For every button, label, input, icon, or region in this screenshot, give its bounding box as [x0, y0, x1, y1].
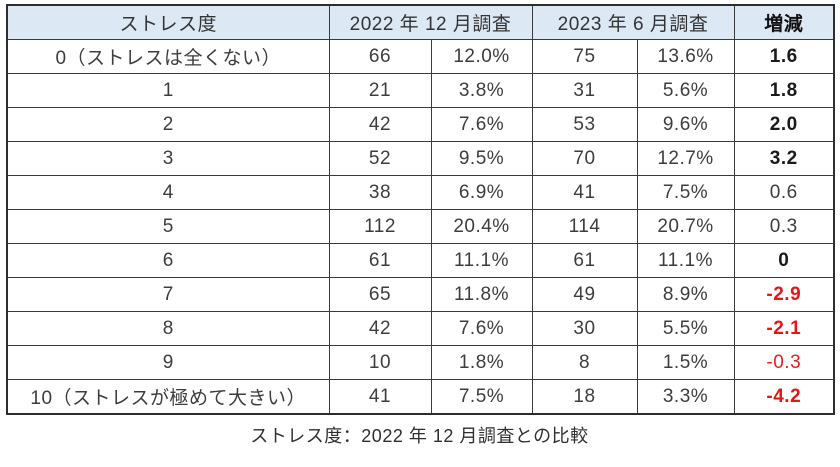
cell-pct-2022: 7.6%: [430, 107, 533, 142]
cell-pct-2022: 9.5%: [430, 141, 533, 176]
table-row: 8 42 7.6% 30 5.5% -2.1: [6, 311, 835, 346]
cell-diff: 0.6: [733, 175, 835, 210]
table-row: 4 38 6.9% 41 7.5% 0.6: [6, 175, 835, 210]
cell-diff: 0: [733, 243, 835, 278]
cell-stress-label: 0（ストレスは全くない）: [6, 39, 330, 74]
table-row: 9 10 1.8% 8 1.5% -0.3: [6, 345, 835, 380]
cell-pct-2023: 5.5%: [636, 311, 735, 346]
cell-stress-label: 8: [6, 311, 330, 346]
cell-count-2022: 41: [328, 379, 432, 415]
cell-count-2022: 42: [328, 107, 432, 142]
cell-diff: 3.2: [733, 141, 835, 176]
cell-stress-label: 9: [6, 345, 330, 380]
cell-count-2023: 18: [531, 379, 638, 415]
cell-diff: -2.1: [733, 311, 835, 346]
cell-count-2022: 21: [328, 73, 432, 108]
cell-diff: -0.3: [733, 345, 835, 380]
table-row: 6 61 11.1% 61 11.1% 0: [6, 243, 835, 278]
table-caption: ストレス度：2022 年 12 月調査との比較: [250, 426, 589, 446]
cell-count-2023: 41: [531, 175, 638, 210]
header-survey-2023: 2023 年 6 月調査: [531, 4, 735, 40]
header-change: 増減: [733, 4, 835, 40]
cell-count-2023: 75: [531, 39, 638, 74]
cell-pct-2023: 8.9%: [636, 277, 735, 312]
cell-count-2022: 66: [328, 39, 432, 74]
header-stress-level: ストレス度: [6, 4, 330, 40]
cell-pct-2022: 7.5%: [430, 379, 533, 415]
table-row: 10（ストレスが極めて大きい） 41 7.5% 18 3.3% -4.2: [6, 379, 835, 415]
cell-count-2023: 70: [531, 141, 638, 176]
cell-count-2023: 53: [531, 107, 638, 142]
cell-count-2022: 112: [328, 209, 432, 244]
table-row: 5 112 20.4% 114 20.7% 0.3: [6, 209, 835, 244]
cell-count-2022: 38: [328, 175, 432, 210]
cell-diff: 1.8: [733, 73, 835, 108]
cell-count-2022: 10: [328, 345, 432, 380]
cell-pct-2023: 20.7%: [636, 209, 735, 244]
cell-count-2023: 49: [531, 277, 638, 312]
cell-count-2023: 30: [531, 311, 638, 346]
cell-stress-label: 4: [6, 175, 330, 210]
cell-pct-2022: 6.9%: [430, 175, 533, 210]
cell-stress-label: 10（ストレスが極めて大きい）: [6, 379, 330, 415]
cell-pct-2022: 11.8%: [430, 277, 533, 312]
stress-survey-table: ストレス度 2022 年 12 月調査 2023 年 6 月調査 増減 0（スト…: [6, 4, 836, 415]
cell-pct-2023: 13.6%: [636, 39, 735, 74]
cell-count-2023: 8: [531, 345, 638, 380]
table-row: 3 52 9.5% 70 12.7% 3.2: [6, 141, 835, 176]
cell-count-2022: 61: [328, 243, 432, 278]
table-header: ストレス度 2022 年 12 月調査 2023 年 6 月調査 増減: [6, 4, 835, 40]
table-row: 2 42 7.6% 53 9.6% 2.0: [6, 107, 835, 142]
cell-stress-label: 2: [6, 107, 330, 142]
header-survey-2022: 2022 年 12 月調査: [328, 4, 533, 40]
cell-pct-2022: 11.1%: [430, 243, 533, 278]
cell-stress-label: 1: [6, 73, 330, 108]
cell-pct-2023: 11.1%: [636, 243, 735, 278]
table-row: 0（ストレスは全くない） 66 12.0% 75 13.6% 1.6: [6, 39, 835, 74]
cell-diff: -4.2: [733, 379, 835, 415]
cell-stress-label: 6: [6, 243, 330, 278]
cell-pct-2023: 5.6%: [636, 73, 735, 108]
cell-diff: 2.0: [733, 107, 835, 142]
cell-count-2022: 42: [328, 311, 432, 346]
cell-pct-2022: 20.4%: [430, 209, 533, 244]
cell-diff: -2.9: [733, 277, 835, 312]
cell-pct-2022: 12.0%: [430, 39, 533, 74]
cell-diff: 0.3: [733, 209, 835, 244]
cell-count-2022: 52: [328, 141, 432, 176]
cell-count-2023: 31: [531, 73, 638, 108]
cell-pct-2022: 1.8%: [430, 345, 533, 380]
cell-diff: 1.6: [733, 39, 835, 74]
cell-count-2023: 114: [531, 209, 638, 244]
cell-count-2022: 65: [328, 277, 432, 312]
cell-count-2023: 61: [531, 243, 638, 278]
cell-stress-label: 5: [6, 209, 330, 244]
cell-pct-2023: 1.5%: [636, 345, 735, 380]
cell-pct-2023: 9.6%: [636, 107, 735, 142]
header-row: ストレス度 2022 年 12 月調査 2023 年 6 月調査 増減: [6, 4, 835, 40]
table-row: 1 21 3.8% 31 5.6% 1.8: [6, 73, 835, 108]
table-body: 0（ストレスは全くない） 66 12.0% 75 13.6% 1.6 1 21 …: [6, 39, 835, 415]
cell-pct-2023: 12.7%: [636, 141, 735, 176]
cell-stress-label: 7: [6, 277, 330, 312]
cell-pct-2022: 7.6%: [430, 311, 533, 346]
table-row: 7 65 11.8% 49 8.9% -2.9: [6, 277, 835, 312]
cell-pct-2023: 3.3%: [636, 379, 735, 415]
page: ストレス度 2022 年 12 月調査 2023 年 6 月調査 増減 0（スト…: [6, 4, 836, 446]
cell-stress-label: 3: [6, 141, 330, 176]
cell-pct-2023: 7.5%: [636, 175, 735, 210]
cell-pct-2022: 3.8%: [430, 73, 533, 108]
